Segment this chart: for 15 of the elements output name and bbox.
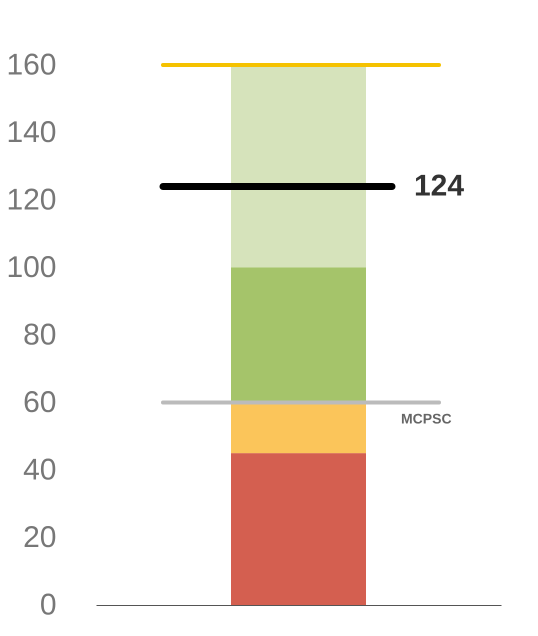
- y-tick-label: 140: [6, 116, 56, 149]
- ref-line-label: 124: [414, 170, 464, 202]
- y-tick-label: 60: [23, 386, 56, 419]
- y-tick-label: 100: [6, 251, 56, 284]
- y-tick-label: 20: [23, 521, 56, 554]
- y-tick-label: 120: [6, 184, 56, 216]
- bar: [231, 65, 366, 268]
- y-tick-label: 40: [23, 454, 56, 486]
- bar: [231, 402, 366, 454]
- bar: [231, 268, 366, 402]
- ref-line-label: MCPSC: [401, 410, 452, 426]
- bar: [231, 453, 366, 605]
- y-tick-label: 80: [23, 318, 56, 352]
- y-tick-label: 160: [6, 48, 56, 82]
- y-tick-label: 0: [40, 588, 56, 622]
